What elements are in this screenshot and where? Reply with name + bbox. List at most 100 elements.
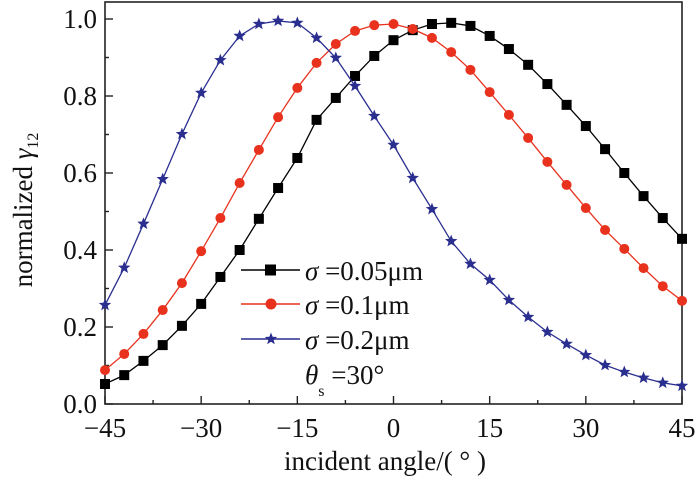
data-point xyxy=(619,168,630,178)
data-point xyxy=(637,371,650,384)
data-point xyxy=(350,25,361,36)
data-point xyxy=(311,57,322,68)
data-point xyxy=(137,217,150,230)
data-point xyxy=(502,293,516,306)
data-point xyxy=(348,79,362,92)
data-point xyxy=(119,348,130,359)
annotation-theta: θs =30° xyxy=(305,360,384,400)
data-point xyxy=(503,44,514,55)
data-point xyxy=(426,19,437,30)
data-point xyxy=(98,298,112,311)
series-layer xyxy=(98,14,689,392)
data-point xyxy=(580,121,591,132)
data-point xyxy=(253,213,264,224)
y-tick-label: 0.0 xyxy=(63,389,97,419)
data-point xyxy=(214,53,227,66)
data-point xyxy=(292,82,303,93)
data-point xyxy=(156,172,169,185)
data-point xyxy=(330,92,341,103)
data-point xyxy=(638,263,649,274)
data-point xyxy=(445,234,458,247)
data-point xyxy=(291,16,304,29)
data-point xyxy=(138,355,149,366)
data-point xyxy=(369,20,380,31)
data-point xyxy=(175,127,189,140)
data-point xyxy=(311,114,322,125)
legend-marker-circle xyxy=(265,298,277,310)
data-point xyxy=(234,178,245,189)
y-tick-label: 0.6 xyxy=(63,158,97,188)
legend-label-2: σ =0.2μm xyxy=(305,325,410,355)
data-point xyxy=(561,179,572,190)
x-axis-title: incident angle/( ° ) xyxy=(284,446,486,476)
x-tick-label: −45 xyxy=(84,413,126,443)
data-point xyxy=(196,298,207,309)
legend-label-0: σ =0.05μm xyxy=(305,256,423,286)
series-1 xyxy=(100,19,687,376)
data-point xyxy=(387,138,400,151)
x-tick-label: 30 xyxy=(572,413,599,443)
data-point xyxy=(194,86,208,99)
data-point xyxy=(388,19,399,30)
data-point xyxy=(118,261,131,273)
y-tick-label: 1.0 xyxy=(63,4,97,34)
data-point xyxy=(542,156,553,167)
data-point xyxy=(483,273,496,286)
data-point xyxy=(369,50,380,61)
data-point xyxy=(675,379,689,392)
data-point xyxy=(176,278,187,289)
data-point xyxy=(446,47,457,58)
data-point xyxy=(407,24,418,35)
data-point xyxy=(176,320,187,331)
x-tick-label: −30 xyxy=(180,413,222,443)
data-point xyxy=(521,310,535,323)
data-point xyxy=(656,376,669,389)
data-point xyxy=(657,281,668,292)
data-point xyxy=(215,213,226,224)
data-point xyxy=(157,340,168,351)
y-tick-label: 0.2 xyxy=(63,312,97,342)
data-point xyxy=(446,17,457,28)
data-point xyxy=(368,109,381,122)
data-point xyxy=(100,378,110,389)
legend-marker-square xyxy=(265,264,276,276)
legend-item-2: σ =0.2μm xyxy=(241,325,410,355)
legend-star-shape xyxy=(264,332,278,345)
data-point xyxy=(484,30,495,41)
data-point xyxy=(273,112,284,123)
y-tick-labels: 0.0 0.2 0.4 0.6 0.8 1.0 xyxy=(63,4,97,419)
data-point xyxy=(638,191,649,202)
data-point xyxy=(426,32,437,43)
data-point xyxy=(657,213,668,224)
axis-ticks xyxy=(104,18,683,405)
data-point xyxy=(465,64,476,75)
data-point xyxy=(465,20,476,31)
data-point xyxy=(138,328,149,339)
data-point xyxy=(215,271,226,282)
legend-marker-star xyxy=(264,332,278,345)
data-point xyxy=(503,109,514,120)
data-point xyxy=(253,144,264,155)
data-point xyxy=(271,14,285,27)
x-tick-label: −15 xyxy=(276,413,318,443)
y-tick-label: 0.8 xyxy=(63,81,97,111)
data-point xyxy=(233,29,246,42)
x-tick-label: 15 xyxy=(476,413,503,443)
data-point xyxy=(579,348,593,361)
data-point xyxy=(310,31,323,44)
x-tick-label: 0 xyxy=(387,413,401,443)
legend-item-0: σ =0.05μm xyxy=(241,256,423,286)
data-point xyxy=(560,337,573,350)
y-axis-title: normalized γ12 xyxy=(8,133,42,288)
data-point xyxy=(600,144,611,155)
legend-item-1: σ =0.1μm xyxy=(241,290,410,320)
data-point xyxy=(619,243,630,254)
data-point xyxy=(464,257,477,270)
data-point xyxy=(600,224,611,235)
data-point xyxy=(329,51,342,64)
data-point xyxy=(119,370,130,381)
x-tick-label: 45 xyxy=(669,413,696,443)
data-point xyxy=(330,39,341,50)
data-point xyxy=(273,183,284,194)
